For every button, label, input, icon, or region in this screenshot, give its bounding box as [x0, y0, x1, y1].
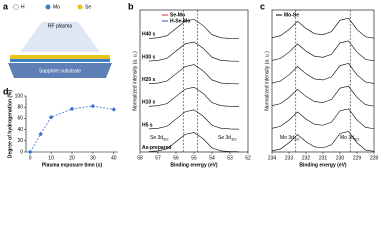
series-line — [271, 63, 375, 84]
x-tick-label: 231 — [319, 155, 328, 161]
x-tick-label: 228 — [370, 155, 378, 161]
figure: a H Mo Se RF plasma Sapphire substrate d… — [3, 1, 378, 168]
y-tick-label: 100 — [15, 93, 24, 99]
series-line — [271, 17, 375, 39]
annotation-subscript: 3/2 — [294, 137, 300, 142]
annotation: Se 3d3/2 — [218, 135, 237, 141]
panel-label: d — [3, 86, 9, 96]
x-tick-label: 0 — [29, 155, 32, 161]
marker — [27, 149, 33, 155]
x-tick-label: 55 — [191, 155, 197, 161]
series-line — [271, 108, 375, 130]
x-axis-label: Plasma exposure time (s) — [42, 162, 103, 168]
y-tick-label: 0 — [20, 149, 23, 155]
x-tick-label: 234 — [268, 155, 277, 161]
x-tick-label: 56 — [173, 155, 179, 161]
x-axis-label: Binding energy (eV) — [170, 162, 218, 168]
marker — [90, 103, 96, 109]
series-line — [148, 132, 240, 153]
annotation: Mo 3d5/2 — [340, 135, 360, 141]
plot-frame — [139, 9, 249, 153]
mo-layer — [10, 59, 110, 62]
annotation-subscript: 5/2 — [163, 137, 169, 142]
x-tick-label: 40 — [111, 155, 117, 161]
marker — [69, 106, 75, 112]
x-tick-label: 53 — [227, 155, 233, 161]
annotation: Se 3d5/2 — [150, 135, 169, 141]
series-label: H5 s — [142, 122, 153, 128]
panel-label: a — [3, 1, 9, 11]
panel-a: a H Mo Se RF plasma Sapphire substrate — [3, 1, 112, 78]
series-line — [148, 64, 240, 85]
marker — [111, 107, 117, 112]
series-line — [148, 109, 240, 130]
annotation-subscript: 3/2 — [231, 137, 237, 142]
series-label: H40 s — [142, 32, 156, 38]
annotation-text: Mo 3d — [340, 135, 354, 141]
y-axis-label: Normalized intensity (a. u.) — [264, 51, 270, 111]
x-tick-label: 233 — [285, 155, 294, 161]
series-line — [148, 86, 240, 107]
panel-label: b — [128, 1, 134, 11]
source-label: RF plasma — [48, 23, 72, 29]
series-label: H10 s — [142, 100, 156, 106]
x-tick-label: 30 — [90, 155, 96, 161]
panel-label: c — [260, 1, 265, 11]
mo-icon — [45, 4, 51, 10]
y-tick-label: 60 — [17, 116, 23, 122]
substrate-label: Sapphire substrate — [39, 68, 81, 74]
marker — [48, 115, 54, 120]
annotation: Mo 3d3/2 — [280, 135, 300, 141]
series-label: H20 s — [142, 77, 156, 83]
legend-label: Mo-Se — [284, 12, 299, 18]
series-label: As-prepared — [142, 145, 171, 151]
y-axis-label: Degree of hydrogenation (%) — [7, 89, 13, 158]
substrate — [8, 63, 112, 78]
y-axis-label: Normalized intensity (a. u.) — [132, 51, 138, 111]
x-tick-label: 52 — [245, 155, 251, 161]
annotation-text: Se 3d — [218, 135, 231, 141]
legend-label: Se — [85, 4, 91, 10]
x-tick-label: 20 — [69, 155, 75, 161]
annotation-subscript: 5/2 — [354, 137, 360, 142]
series-line — [29, 105, 114, 153]
series-label: H30 s — [142, 54, 156, 60]
x-axis-label: Binding energy (eV) — [299, 162, 347, 168]
x-tick-label: 58 — [137, 155, 143, 161]
x-tick-label: 54 — [209, 155, 215, 161]
x-tick-label: 229 — [353, 155, 362, 161]
series-line — [148, 18, 240, 39]
marker — [38, 131, 43, 137]
series-line — [271, 131, 375, 152]
se-icon — [77, 4, 83, 10]
y-tick-label: 40 — [17, 127, 23, 133]
series-line — [148, 41, 240, 62]
legend-label: Se-Mo — [170, 12, 185, 18]
plasma-beam — [20, 22, 100, 52]
h-icon — [13, 4, 19, 10]
series-line — [271, 85, 375, 107]
legend-label: Mo — [53, 4, 60, 10]
series-line — [271, 40, 375, 62]
se-layer — [10, 55, 110, 60]
annotation-text: Se 3d — [150, 135, 163, 141]
x-tick-label: 57 — [155, 155, 161, 161]
annotation-text: Mo 3d — [280, 135, 294, 141]
legend-label: H-Se-Mo — [170, 18, 190, 24]
y-tick-label: 20 — [17, 138, 23, 144]
x-tick-label: 230 — [336, 155, 345, 161]
y-tick-label: 80 — [17, 105, 23, 111]
legend-label: H — [21, 4, 25, 10]
x-tick-label: 10 — [48, 155, 54, 161]
x-tick-label: 232 — [302, 155, 311, 161]
